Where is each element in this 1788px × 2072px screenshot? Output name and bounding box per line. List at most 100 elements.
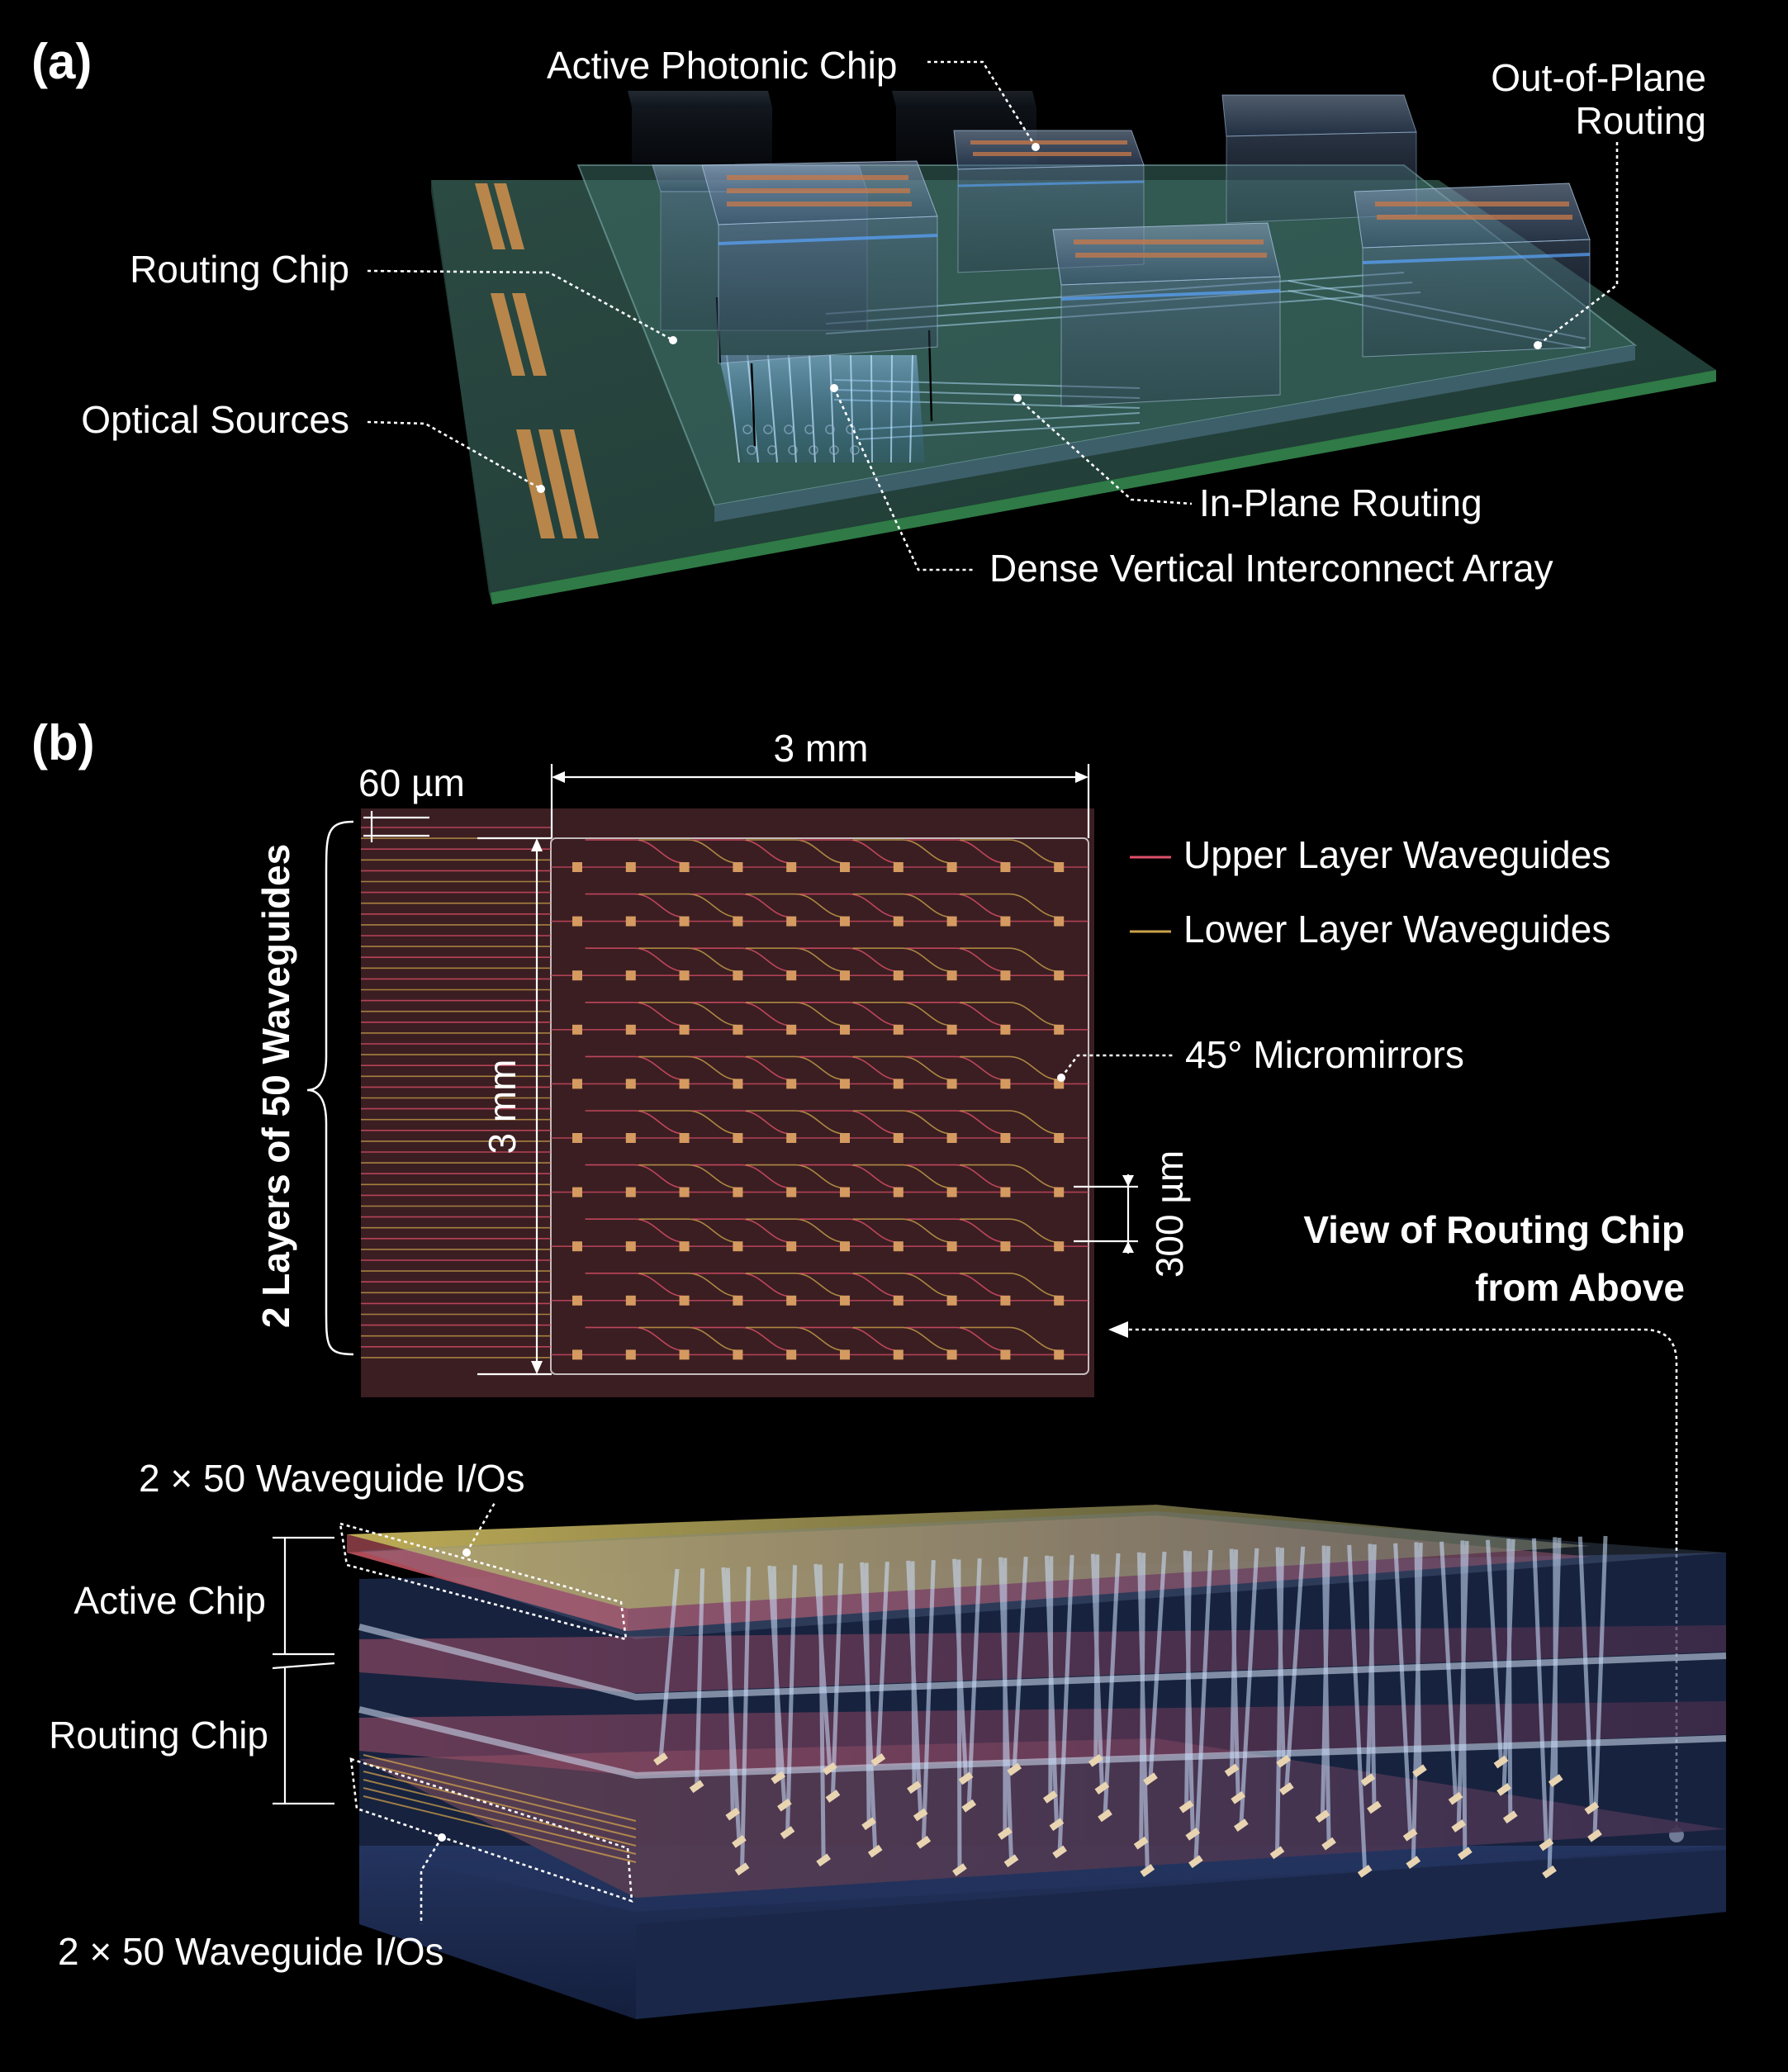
micromirror (894, 1133, 903, 1143)
view-caption-line2: from Above (1475, 1266, 1685, 1309)
routing-chip-top-view (361, 808, 1094, 1397)
micromirror (786, 970, 796, 980)
light-pipe (1509, 1539, 1511, 1817)
label-dense-vertical-interconnect: Dense Vertical Interconnect Array (989, 547, 1553, 590)
micromirror (1054, 917, 1064, 927)
micromirror (733, 1349, 742, 1359)
micromirror (1000, 1133, 1010, 1143)
view-arrow-head (1108, 1321, 1128, 1338)
dim-60um-label: 60 µm (358, 761, 465, 804)
micromirror (626, 1296, 636, 1306)
micromirror (894, 917, 903, 927)
micromirror (947, 1296, 957, 1306)
micromirror (840, 862, 850, 872)
micromirror (840, 917, 850, 927)
label-routing-chip: Routing Chip (130, 248, 349, 291)
micromirror (1054, 1349, 1064, 1359)
light-pipe (1463, 1540, 1465, 1853)
micromirror (680, 970, 690, 980)
micromirror (1054, 970, 1064, 980)
micromirror (680, 1188, 690, 1197)
micromirror (1000, 1349, 1010, 1359)
micromirror (626, 862, 636, 872)
micromirror (894, 862, 903, 872)
micromirror (572, 1349, 582, 1359)
micromirror (572, 1133, 582, 1143)
micromirror (680, 917, 690, 927)
micromirror (572, 1025, 582, 1035)
micromirror (680, 1133, 690, 1143)
micromirror (626, 1349, 636, 1359)
micromirror (840, 1349, 850, 1359)
micromirror (626, 1188, 636, 1197)
micromirror (626, 1133, 636, 1143)
micromirror (894, 1349, 903, 1359)
micromirror (1000, 1296, 1010, 1306)
label-optical-sources: Optical Sources (81, 398, 349, 441)
micromirror (1054, 1296, 1064, 1306)
micromirror (947, 917, 957, 927)
micromirror (786, 1133, 796, 1143)
micromirror (840, 1079, 850, 1088)
micromirror (1000, 1025, 1010, 1035)
micromirror (786, 862, 796, 872)
waveguide-brace (307, 822, 353, 1354)
micromirror (840, 970, 850, 980)
micromirror (680, 1025, 690, 1035)
active-chip-4 (1053, 223, 1280, 406)
micromirror (680, 1296, 690, 1306)
micromirror (840, 1296, 850, 1306)
micromirror (733, 970, 742, 980)
micromirror (572, 1079, 582, 1088)
label-routing-chip-stack: Routing Chip (49, 1714, 268, 1757)
micromirror (572, 1296, 582, 1306)
active-chip-back-left (628, 91, 772, 165)
micromirror (733, 1025, 742, 1035)
micromirror (1000, 970, 1010, 980)
micromirror (840, 1188, 850, 1197)
micromirror (947, 1025, 957, 1035)
label-in-plane-routing: In-Plane Routing (1199, 481, 1482, 524)
micromirror (840, 1133, 850, 1143)
dim-height-label: 3 mm (481, 1060, 524, 1155)
micromirror (947, 1188, 957, 1197)
micromirror (572, 1241, 582, 1251)
micromirror (1054, 1241, 1064, 1251)
micromirror (1054, 1188, 1064, 1197)
micromirror (680, 862, 690, 872)
dim-300um-label: 300 µm (1148, 1150, 1191, 1278)
dim-width-label: 3 mm (774, 727, 869, 770)
micromirror (680, 1241, 690, 1251)
label-active-chip: Active Chip (74, 1579, 266, 1622)
legend-mirror-label: 45° Micromirrors (1185, 1033, 1464, 1076)
label-out-of-plane-routing-line1: Out-of-Plane (1491, 56, 1706, 99)
micromirror (572, 1188, 582, 1197)
panel-a-tag: (a) (31, 34, 92, 89)
label-active-photonic-chip: Active Photonic Chip (547, 44, 897, 87)
active-chip-5 (1354, 183, 1590, 357)
micromirror (947, 1133, 957, 1143)
micromirror (947, 1079, 957, 1088)
micromirror (626, 1241, 636, 1251)
light-pipe (1555, 1537, 1556, 1780)
legend-upper-label: Upper Layer Waveguides (1183, 833, 1610, 876)
micromirror (1054, 1025, 1064, 1035)
micromirror (733, 1079, 742, 1088)
micromirror (786, 917, 796, 927)
micromirror (572, 917, 582, 927)
micromirror (786, 1188, 796, 1197)
micromirror (733, 1241, 742, 1251)
micromirror (840, 1241, 850, 1251)
micromirror (894, 1241, 903, 1251)
micromirror (947, 862, 957, 872)
micromirror (680, 1349, 690, 1359)
micromirror (733, 917, 742, 927)
micromirror (894, 970, 903, 980)
micromirror (733, 1188, 742, 1197)
micromirror (626, 1079, 636, 1088)
micromirror (894, 1188, 903, 1197)
micromirror (626, 917, 636, 927)
micromirror (894, 1025, 903, 1035)
micromirror (786, 1079, 796, 1088)
